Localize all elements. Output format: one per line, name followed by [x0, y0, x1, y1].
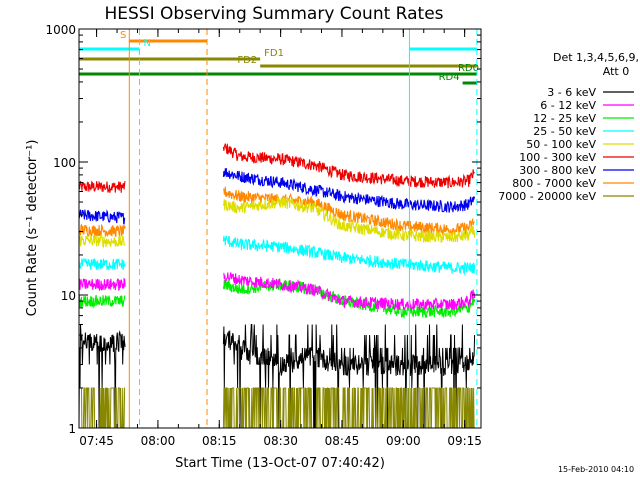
legend-label-6: 300 - 800 keV	[519, 164, 596, 177]
legend-header-attenuator: Att 0	[603, 65, 629, 78]
legend-label-2: 12 - 25 keV	[533, 112, 596, 125]
series-line-2-1	[222, 186, 476, 236]
series-line-1-1	[222, 168, 476, 213]
legend-header-detectors: Det 1,3,4,5,6,9,	[553, 51, 639, 64]
state-bar-label-1: N	[144, 38, 151, 49]
state-bar-label-0: S	[120, 30, 126, 41]
series-line-4-1	[222, 235, 476, 276]
plot-frame	[78, 28, 482, 429]
x-tick-label-3: 08:30	[263, 434, 298, 448]
legend-label-0: 3 - 6 keV	[547, 86, 596, 99]
legend-label-4: 50 - 100 keV	[526, 138, 596, 151]
x-tick-label-4: 08:45	[325, 434, 360, 448]
series-line-5-1	[222, 278, 476, 320]
series-line-2-0	[78, 223, 126, 238]
series-line-1-0	[78, 209, 126, 225]
plot-area	[78, 143, 476, 429]
y-tick-label-1: 10	[61, 289, 76, 303]
x-tick-label-2: 08:15	[202, 434, 237, 448]
series-line-8-1	[222, 387, 475, 429]
generation-timestamp: 15-Feb-2010 04:10	[558, 465, 634, 474]
chart-title: HESSI Observing Summary Count Rates	[104, 4, 443, 24]
x-tick-label-0: 07:45	[79, 434, 114, 448]
state-bar-label-3: FD1	[264, 48, 284, 59]
legend-label-3: 25 - 50 keV	[533, 125, 596, 138]
legend-label-1: 6 - 12 keV	[540, 99, 596, 112]
state-bar-label-4: FD2	[237, 55, 257, 66]
series-line-6-1	[223, 272, 476, 311]
y-tick-label-0: 1	[68, 422, 76, 436]
legend-label-7: 800 - 7000 keV	[512, 177, 596, 190]
y-axis: 1 10 100 1000	[45, 23, 481, 436]
legend-label-5: 100 - 300 keV	[519, 151, 596, 164]
y-tick-label-3: 1000	[45, 23, 76, 37]
series-line-5-0	[78, 294, 126, 309]
series-line-4-0	[78, 257, 126, 271]
series-line-0-1	[222, 143, 475, 189]
series-line-0-0	[78, 180, 126, 193]
series-line-6-0	[78, 277, 126, 292]
state-bar-label-5: RD0	[458, 63, 479, 74]
x-axis-label: Start Time (13-Oct-07 07:40:42)	[175, 456, 385, 471]
x-tick-label-6: 09:15	[447, 434, 482, 448]
x-axis: 07:45 08:00 08:15 08:30 08:45 09:00 09:15	[79, 29, 482, 448]
series-line-3-0	[78, 234, 126, 248]
x-tick-label-1: 08:00	[141, 434, 176, 448]
x-tick-label-5: 09:00	[386, 434, 421, 448]
series-line-8-0	[78, 387, 126, 429]
state-bar-label-6: RD4	[439, 72, 460, 83]
y-axis-label: Count Rate (s⁻¹ detector⁻¹)	[25, 140, 40, 317]
series-line-7-1	[222, 324, 476, 429]
y-tick-label-2: 100	[53, 156, 76, 170]
series-line-3-1	[222, 196, 476, 243]
legend-label-8: 7000 - 20000 keV	[498, 190, 596, 203]
